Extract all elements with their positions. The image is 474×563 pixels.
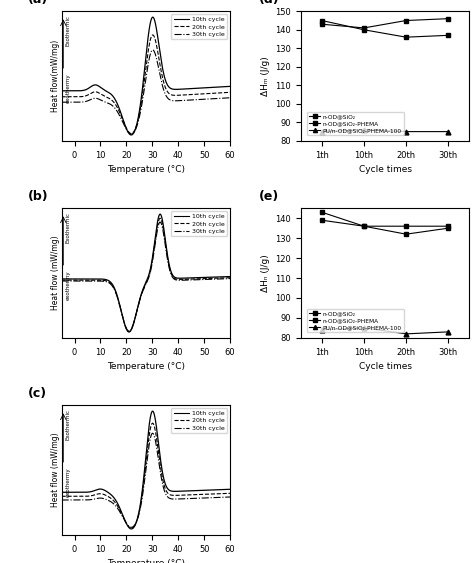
Legend: n-OD@SiO₂, n-OD@SiO₂-PHEMA, PU/n-OD@SiO₂-PHEMA-100: n-OD@SiO₂, n-OD@SiO₂-PHEMA, PU/n-OD@SiO₂… (307, 309, 404, 332)
Text: exothermy: exothermy (66, 73, 71, 103)
Legend: 10th cycle, 20th cycle, 30th cycle: 10th cycle, 20th cycle, 30th cycle (171, 15, 227, 39)
X-axis label: Temperature (°C): Temperature (°C) (107, 165, 185, 174)
Text: Exothermic: Exothermic (66, 212, 71, 243)
Text: (e): (e) (259, 190, 279, 203)
Text: exothermy: exothermy (66, 270, 71, 300)
Y-axis label: Heat flow(mW/mg): Heat flow(mW/mg) (51, 40, 60, 112)
Text: Exothermic: Exothermic (66, 409, 71, 440)
Text: exothermy: exothermy (66, 467, 71, 497)
Legend: n-OD@SiO₂, n-OD@SiO₂-PHEMA, PU/n-OD@SiO₂-PHEMA-100: n-OD@SiO₂, n-OD@SiO₂-PHEMA, PU/n-OD@SiO₂… (307, 112, 404, 135)
Legend: 10th cycle, 20th cycle, 30th cycle: 10th cycle, 20th cycle, 30th cycle (171, 211, 227, 236)
X-axis label: Cycle times: Cycle times (358, 165, 411, 174)
X-axis label: Temperature (°C): Temperature (°C) (107, 559, 185, 563)
Text: (d): (d) (259, 0, 279, 6)
Y-axis label: ΔHₘ (J/g): ΔHₘ (J/g) (261, 56, 270, 96)
Text: (a): (a) (28, 0, 48, 6)
Y-axis label: Heat flow (mW/mg): Heat flow (mW/mg) (51, 236, 60, 310)
Y-axis label: Heat flow (mW/mg): Heat flow (mW/mg) (51, 433, 60, 507)
Legend: 10th cycle, 20th cycle, 30th cycle: 10th cycle, 20th cycle, 30th cycle (171, 408, 227, 434)
Text: (c): (c) (28, 387, 47, 400)
Text: (b): (b) (28, 190, 48, 203)
Text: Exothermic: Exothermic (66, 15, 71, 46)
X-axis label: Temperature (°C): Temperature (°C) (107, 362, 185, 371)
X-axis label: Cycle times: Cycle times (358, 362, 411, 371)
Y-axis label: ΔHₙ (J/g): ΔHₙ (J/g) (261, 254, 270, 292)
